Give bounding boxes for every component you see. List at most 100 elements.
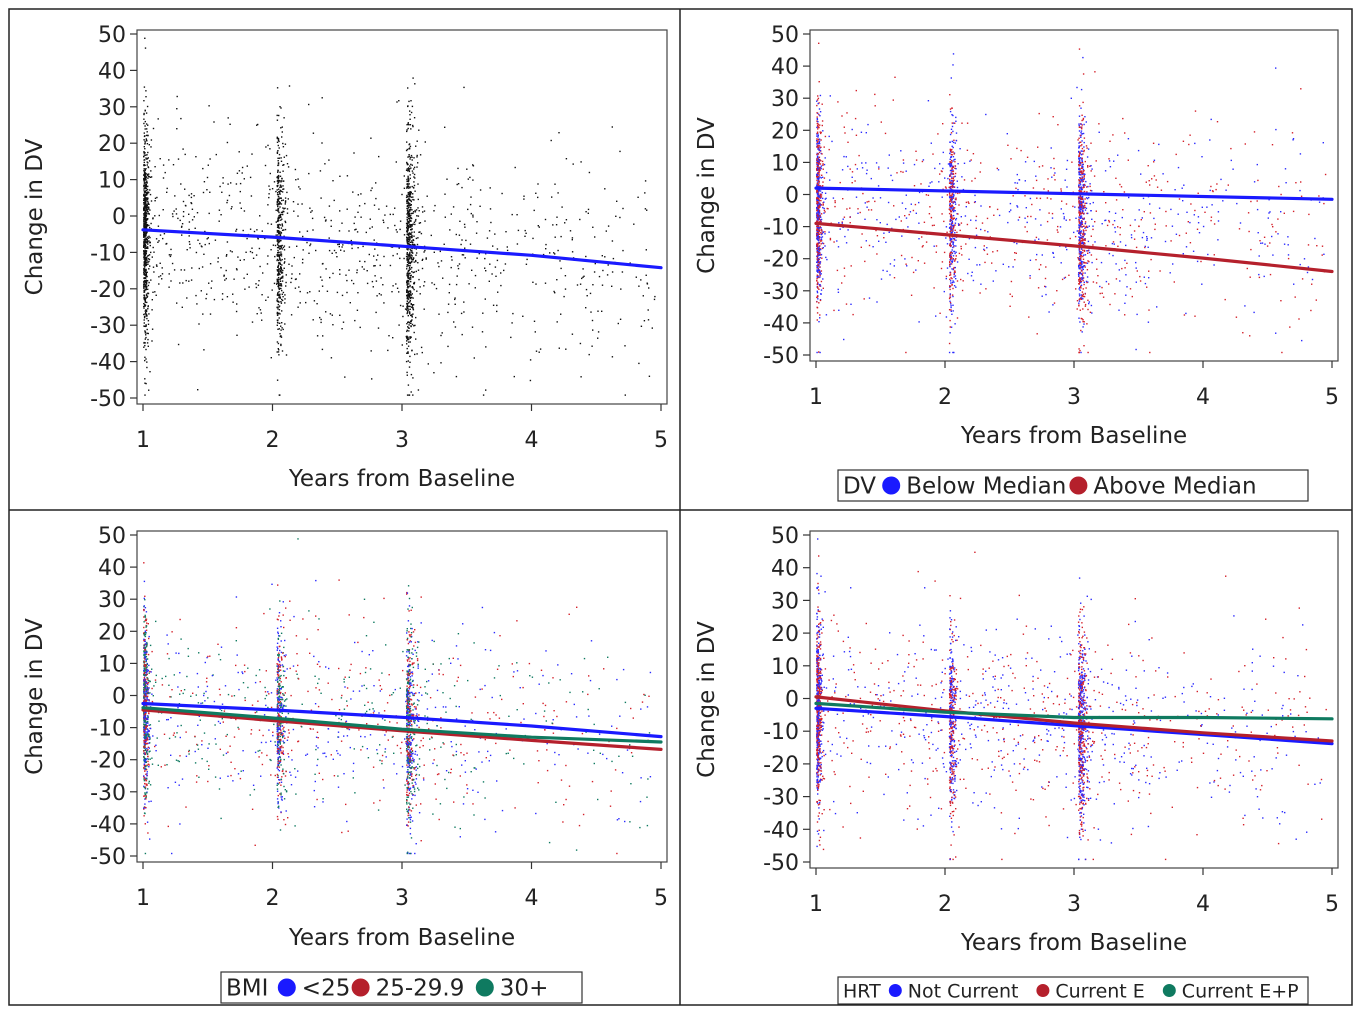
scatter-point	[277, 239, 279, 241]
scatter-point	[952, 218, 954, 220]
scatter-point	[232, 301, 234, 303]
scatter-point	[454, 326, 457, 328]
scatter-point	[952, 185, 954, 188]
scatter-point	[148, 260, 150, 263]
scatter-point	[385, 205, 388, 207]
scatter-point	[817, 126, 819, 128]
scatter-point	[302, 249, 304, 251]
scatter-point	[154, 200, 156, 202]
scatter-point	[280, 160, 283, 162]
scatter-point	[951, 230, 954, 232]
scatter-point	[817, 162, 819, 164]
scatter-point	[203, 181, 206, 183]
scatter-point	[549, 252, 551, 254]
scatter-point	[839, 181, 841, 184]
scatter-point	[225, 277, 227, 280]
scatter-point	[282, 213, 284, 216]
scatter-point	[1081, 278, 1083, 280]
scatter-point	[817, 216, 819, 219]
scatter-point	[416, 140, 418, 142]
scatter-point	[143, 226, 145, 228]
scatter-point	[410, 225, 412, 227]
scatter-point	[324, 220, 327, 222]
scatter-point	[939, 173, 941, 175]
scatter-point	[819, 94, 822, 97]
scatter-point	[179, 219, 181, 222]
scatter-point	[277, 157, 279, 159]
scatter-point	[1253, 131, 1256, 133]
scatter-point	[144, 182, 147, 184]
scatter-point	[818, 195, 821, 197]
scatter-point	[553, 290, 555, 293]
scatter-point	[408, 302, 410, 304]
scatter-point	[1076, 308, 1078, 310]
scatter-point	[148, 235, 150, 238]
scatter-point	[226, 199, 229, 202]
scatter-point	[278, 211, 280, 214]
scatter-point	[412, 307, 414, 309]
scatter-point	[409, 168, 411, 170]
scatter-point	[1078, 172, 1081, 174]
scatter-point	[143, 289, 145, 292]
scatter-point	[1077, 196, 1080, 198]
scatter-point	[500, 272, 502, 274]
scatter-point	[145, 253, 147, 255]
scatter-point	[816, 191, 818, 193]
scatter-point	[341, 294, 344, 297]
scatter-point	[406, 340, 408, 342]
scatter-point	[816, 185, 818, 187]
scatter-point	[249, 176, 252, 179]
scatter-point	[1081, 150, 1083, 152]
scatter-point	[407, 238, 409, 241]
scatter-point	[818, 174, 821, 176]
scatter-point	[449, 229, 451, 231]
scatter-point	[410, 111, 413, 114]
scatter-point	[413, 325, 415, 327]
scatter-point	[564, 275, 567, 277]
scatter-point	[1078, 293, 1081, 295]
scatter-point	[821, 232, 823, 235]
scatter-point	[411, 251, 413, 254]
scatter-point	[415, 254, 417, 256]
scatter-point	[280, 285, 282, 287]
scatter-point	[248, 286, 250, 288]
scatter-point	[265, 146, 267, 148]
scatter-point	[143, 161, 145, 164]
scatter-point	[190, 202, 193, 205]
scatter-point	[1115, 199, 1118, 201]
scatter-point	[168, 254, 171, 256]
scatter-point	[277, 291, 279, 294]
scatter-point	[412, 297, 414, 299]
scatter-point	[409, 174, 411, 176]
scatter-point	[406, 168, 408, 170]
scatter-point	[601, 284, 604, 286]
scatter-point	[1078, 221, 1080, 223]
scatter-point	[1080, 294, 1082, 296]
scatter-point	[1078, 298, 1080, 301]
scatter-point	[277, 303, 279, 306]
scatter-point	[1084, 206, 1086, 209]
scatter-point	[629, 262, 631, 264]
scatter-point	[1182, 140, 1185, 142]
scatter-point	[1086, 147, 1088, 149]
scatter-point	[283, 117, 285, 119]
scatter-point	[1079, 141, 1081, 143]
scatter-point	[563, 295, 565, 298]
scatter-point	[951, 161, 953, 164]
scatter-point	[1115, 278, 1118, 280]
scatter-point	[145, 264, 148, 266]
scatter-point	[823, 177, 826, 179]
scatter-point	[279, 258, 281, 260]
scatter-point	[169, 255, 172, 258]
scatter-point	[410, 226, 412, 228]
scatter-point	[818, 208, 820, 210]
scatter-point	[182, 200, 185, 203]
scatter-point	[572, 163, 574, 165]
scatter-point	[637, 196, 639, 198]
scatter-point	[426, 195, 428, 197]
scatter-point	[143, 280, 145, 283]
scatter-point	[1096, 268, 1098, 270]
scatter-point	[146, 205, 148, 207]
scatter-point	[1153, 175, 1156, 177]
scatter-point	[259, 265, 261, 268]
